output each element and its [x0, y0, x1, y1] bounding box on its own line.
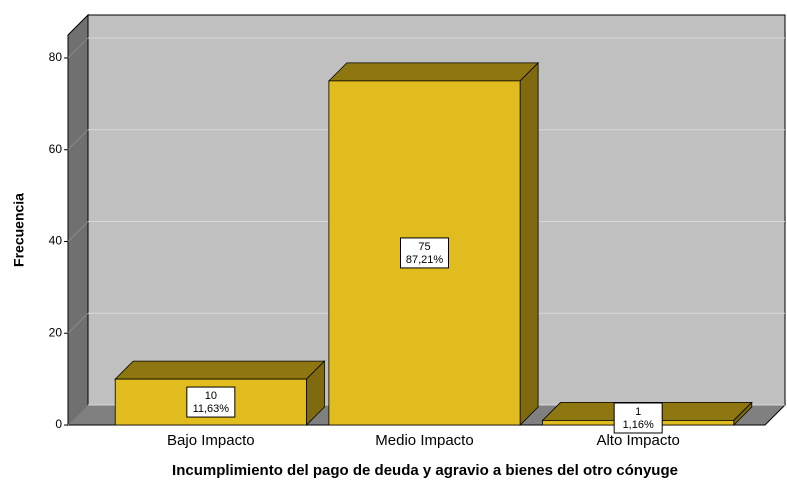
data-label: 75 [418, 241, 430, 253]
y-tick-label: 20 [49, 325, 63, 339]
data-label-box [186, 386, 236, 418]
x-tick-label: Alto Impacto [596, 432, 679, 449]
data-label: 10 [205, 390, 217, 402]
x-tick-label: Medio Impacto [375, 432, 473, 449]
y-tick-label: 0 [55, 417, 62, 431]
data-label-percent: 87,21% [406, 254, 444, 266]
data-label-box [613, 402, 663, 434]
grid-line-wall [67, 221, 89, 242]
y-axis-label: Frecuencia [11, 193, 27, 267]
bar-side [519, 61, 539, 426]
grid-line-wall [67, 404, 89, 426]
grid-line-wall [67, 129, 89, 151]
data-label: 1 [635, 406, 641, 418]
data-label-percent: 1,16% [623, 419, 654, 431]
data-label-percent: 11,63% [193, 403, 230, 415]
grid-line-wall [67, 312, 89, 334]
data-label-box [400, 237, 449, 269]
y-tick-label: 40 [49, 234, 63, 248]
y-tick-label: 60 [49, 142, 63, 156]
x-tick-label: Bajo Impacto [167, 432, 255, 449]
y-tick-label: 80 [49, 50, 63, 64]
left-wall [67, 13, 89, 427]
bar-top [327, 62, 540, 82]
bar: 11,16% [541, 401, 753, 434]
grid-line-wall [67, 37, 89, 59]
bar-top [114, 360, 326, 380]
x-axis-label: Incumplimiento del pago de deuda y agrav… [172, 462, 678, 479]
